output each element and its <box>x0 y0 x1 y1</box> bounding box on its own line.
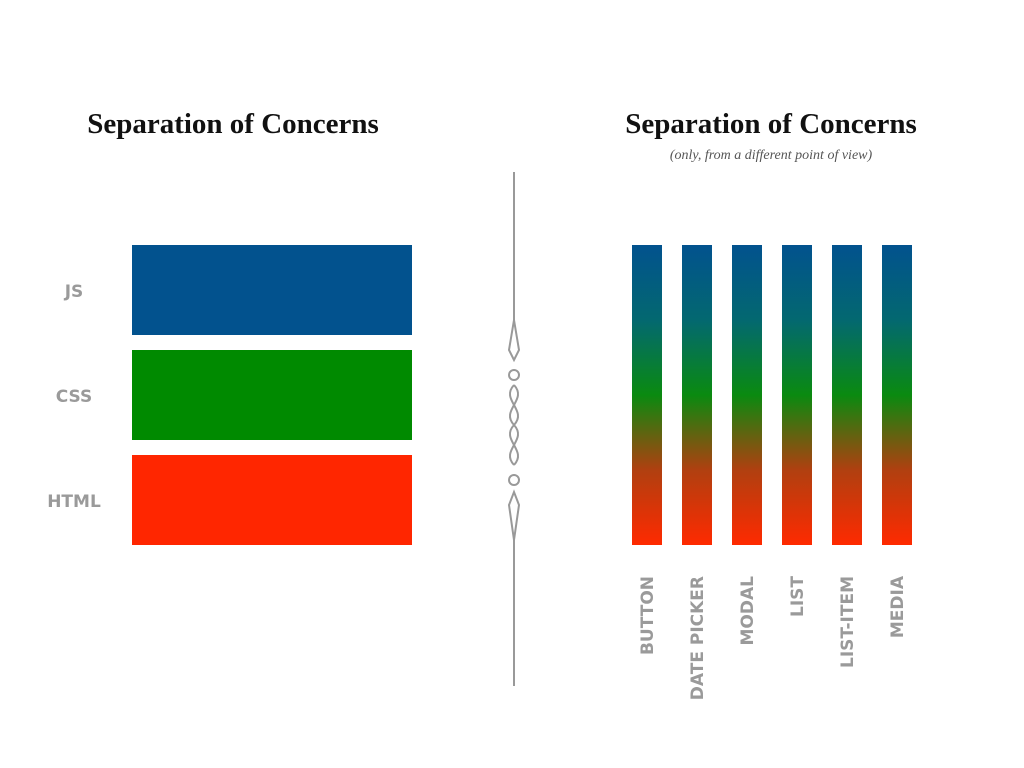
component-label: MODAL <box>738 576 758 646</box>
right-title: Separation of Concerns <box>625 108 917 140</box>
component-label: LIST-ITEM <box>838 576 858 668</box>
layers: JS CSS HTML <box>47 245 412 545</box>
component-label: DATE PICKER <box>688 576 708 700</box>
layer-label: CSS <box>56 387 93 407</box>
component-label: LIST <box>788 576 808 617</box>
columns: BUTTON DATE PICKER MODAL LIST LIST-ITEM MEDIA <box>632 245 912 700</box>
right-subtitle: (only, from a different point of view) <box>670 148 873 163</box>
component-label: BUTTON <box>638 576 658 655</box>
layer-label: JS <box>64 282 84 302</box>
component-column <box>682 245 712 545</box>
divider <box>507 172 521 686</box>
component-column <box>632 245 662 545</box>
component-label: MEDIA <box>888 575 908 638</box>
layer-bar <box>132 455 412 545</box>
component-column <box>732 245 762 545</box>
layer-bar <box>132 350 412 440</box>
component-column <box>782 245 812 545</box>
layer-label: HTML <box>47 492 101 512</box>
component-column <box>882 245 912 545</box>
left-title: Separation of Concerns <box>87 108 379 140</box>
component-column <box>832 245 862 545</box>
layer-bar <box>132 245 412 335</box>
